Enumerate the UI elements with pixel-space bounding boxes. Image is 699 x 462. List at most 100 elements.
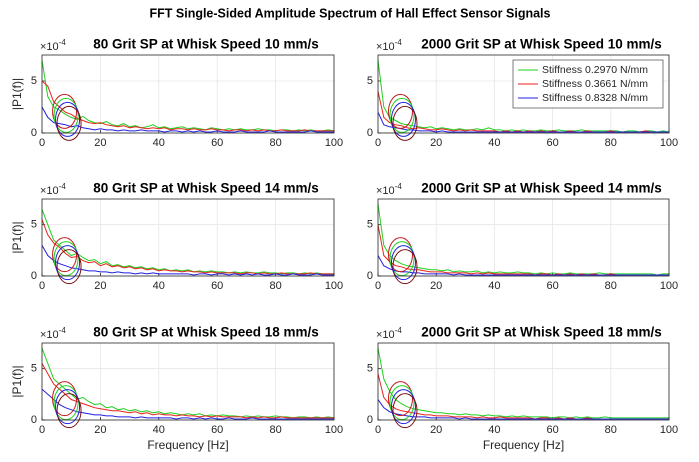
multiplier-exponent: -4 [59, 182, 67, 191]
axes-background [42, 55, 334, 133]
plot-area [42, 347, 334, 420]
x-tick-label: 80 [269, 137, 281, 149]
x-tick-label: 80 [605, 280, 617, 292]
y-axis-label: |P1(f)| [10, 78, 24, 110]
series-line [42, 244, 334, 276]
annotation-circle [52, 93, 78, 129]
x-tick-label: 100 [660, 280, 678, 292]
legend-label: Stiffness 0.8328 N/mm [542, 92, 648, 104]
annotation-circle [56, 393, 82, 429]
axes-box [377, 54, 670, 134]
annotation-circle [56, 249, 82, 285]
x-tick-label: 20 [430, 137, 442, 149]
x-tick-label: 20 [430, 280, 442, 292]
x-tick-label: 80 [269, 280, 281, 292]
plot-area [42, 209, 334, 276]
axes-box [41, 342, 335, 421]
multiplier-exponent: -4 [395, 38, 403, 47]
y-tick-label: 0 [31, 127, 37, 139]
x-axis-label: Frequency [Hz] [147, 438, 228, 452]
series-line [42, 60, 334, 132]
x-tick-label: 0 [39, 424, 45, 436]
annotation-circle [392, 249, 418, 285]
annotation-circle [390, 245, 416, 281]
series-line [42, 106, 334, 133]
annotation-circle [52, 237, 78, 273]
annotation-circle [55, 389, 81, 425]
series-line [42, 219, 334, 275]
multiplier-exponent: -4 [395, 326, 403, 335]
multiplier-exponent: -4 [395, 182, 403, 191]
x-tick-label: 60 [211, 424, 223, 436]
series-line [378, 111, 669, 133]
multiplier-base: ×10 [376, 41, 395, 53]
multiplier-base: ×10 [376, 185, 395, 197]
x-tick-label: 0 [375, 280, 381, 292]
y-tick-label: 0 [31, 270, 37, 282]
annotation-circle [52, 381, 78, 417]
series-line [378, 399, 669, 420]
x-tick-label: 40 [153, 137, 165, 149]
y-tick-label: 5 [367, 363, 373, 375]
x-axis-label: Frequency [Hz] [483, 438, 564, 452]
annotation-circle [392, 393, 418, 429]
axes-title: 2000 Grit SP at Whisk Speed 18 mm/s [421, 325, 662, 340]
x-tick-label: 20 [94, 424, 106, 436]
x-tick-label: 40 [488, 424, 500, 436]
annotation-circle [56, 105, 82, 141]
x-tick-label: 100 [660, 424, 678, 436]
axes-background [42, 199, 334, 276]
multiplier-exponent: -4 [59, 326, 67, 335]
x-tick-label: 80 [269, 424, 281, 436]
annotation-circle [390, 101, 416, 137]
y-tick-label: 5 [31, 363, 37, 375]
annotation-circle [390, 389, 416, 425]
series-line [42, 347, 334, 419]
y-multiplier: ×10-4 [376, 326, 402, 341]
y-tick-label: 0 [31, 414, 37, 426]
axes-background [378, 343, 669, 420]
axes-title: 80 Grit SP at Whisk Speed 18 mm/s [93, 325, 319, 340]
axes-title: 2000 Grit SP at Whisk Speed 14 mm/s [421, 181, 662, 196]
x-tick-label: 0 [375, 424, 381, 436]
y-multiplier: ×10-4 [376, 38, 402, 53]
y-tick-label: 0 [367, 414, 373, 426]
annotation-circle [389, 97, 415, 133]
series-line [378, 204, 669, 276]
y-tick-label: 5 [31, 219, 37, 231]
annotation-circle [392, 105, 418, 141]
y-tick-label: 0 [367, 270, 373, 282]
multiplier-base: ×10 [376, 329, 395, 341]
multiplier-base: ×10 [40, 41, 59, 53]
y-multiplier: ×10-4 [40, 182, 66, 197]
plot-area [378, 60, 669, 133]
series-line [378, 348, 669, 419]
plot-area [378, 348, 669, 420]
axes-background [378, 199, 669, 276]
y-multiplier: ×10-4 [376, 182, 402, 197]
multiplier-base: ×10 [40, 185, 59, 197]
multiplier-base: ×10 [40, 329, 59, 341]
annotation-circle [53, 97, 79, 133]
x-tick-label: 100 [660, 137, 678, 149]
multiplier-exponent: -4 [59, 38, 67, 47]
series-line [42, 363, 334, 419]
x-tick-label: 60 [546, 137, 558, 149]
annotation-circle [387, 381, 413, 417]
x-tick-label: 40 [153, 280, 165, 292]
axes-title: 80 Grit SP at Whisk Speed 10 mm/s [93, 37, 319, 52]
series-line [42, 388, 334, 420]
x-tick-label: 60 [546, 280, 558, 292]
axes-background [42, 343, 334, 420]
y-axis-label: |P1(f)| [10, 221, 24, 253]
x-tick-label: 100 [325, 137, 343, 149]
annotation-circle [387, 237, 413, 273]
x-tick-label: 40 [153, 424, 165, 436]
x-tick-label: 20 [94, 137, 106, 149]
plot-area [378, 204, 669, 276]
x-tick-label: 80 [605, 137, 617, 149]
axes-box [377, 198, 670, 277]
annotation-circle [55, 101, 81, 137]
y-multiplier: ×10-4 [40, 38, 66, 53]
x-tick-label: 80 [605, 424, 617, 436]
